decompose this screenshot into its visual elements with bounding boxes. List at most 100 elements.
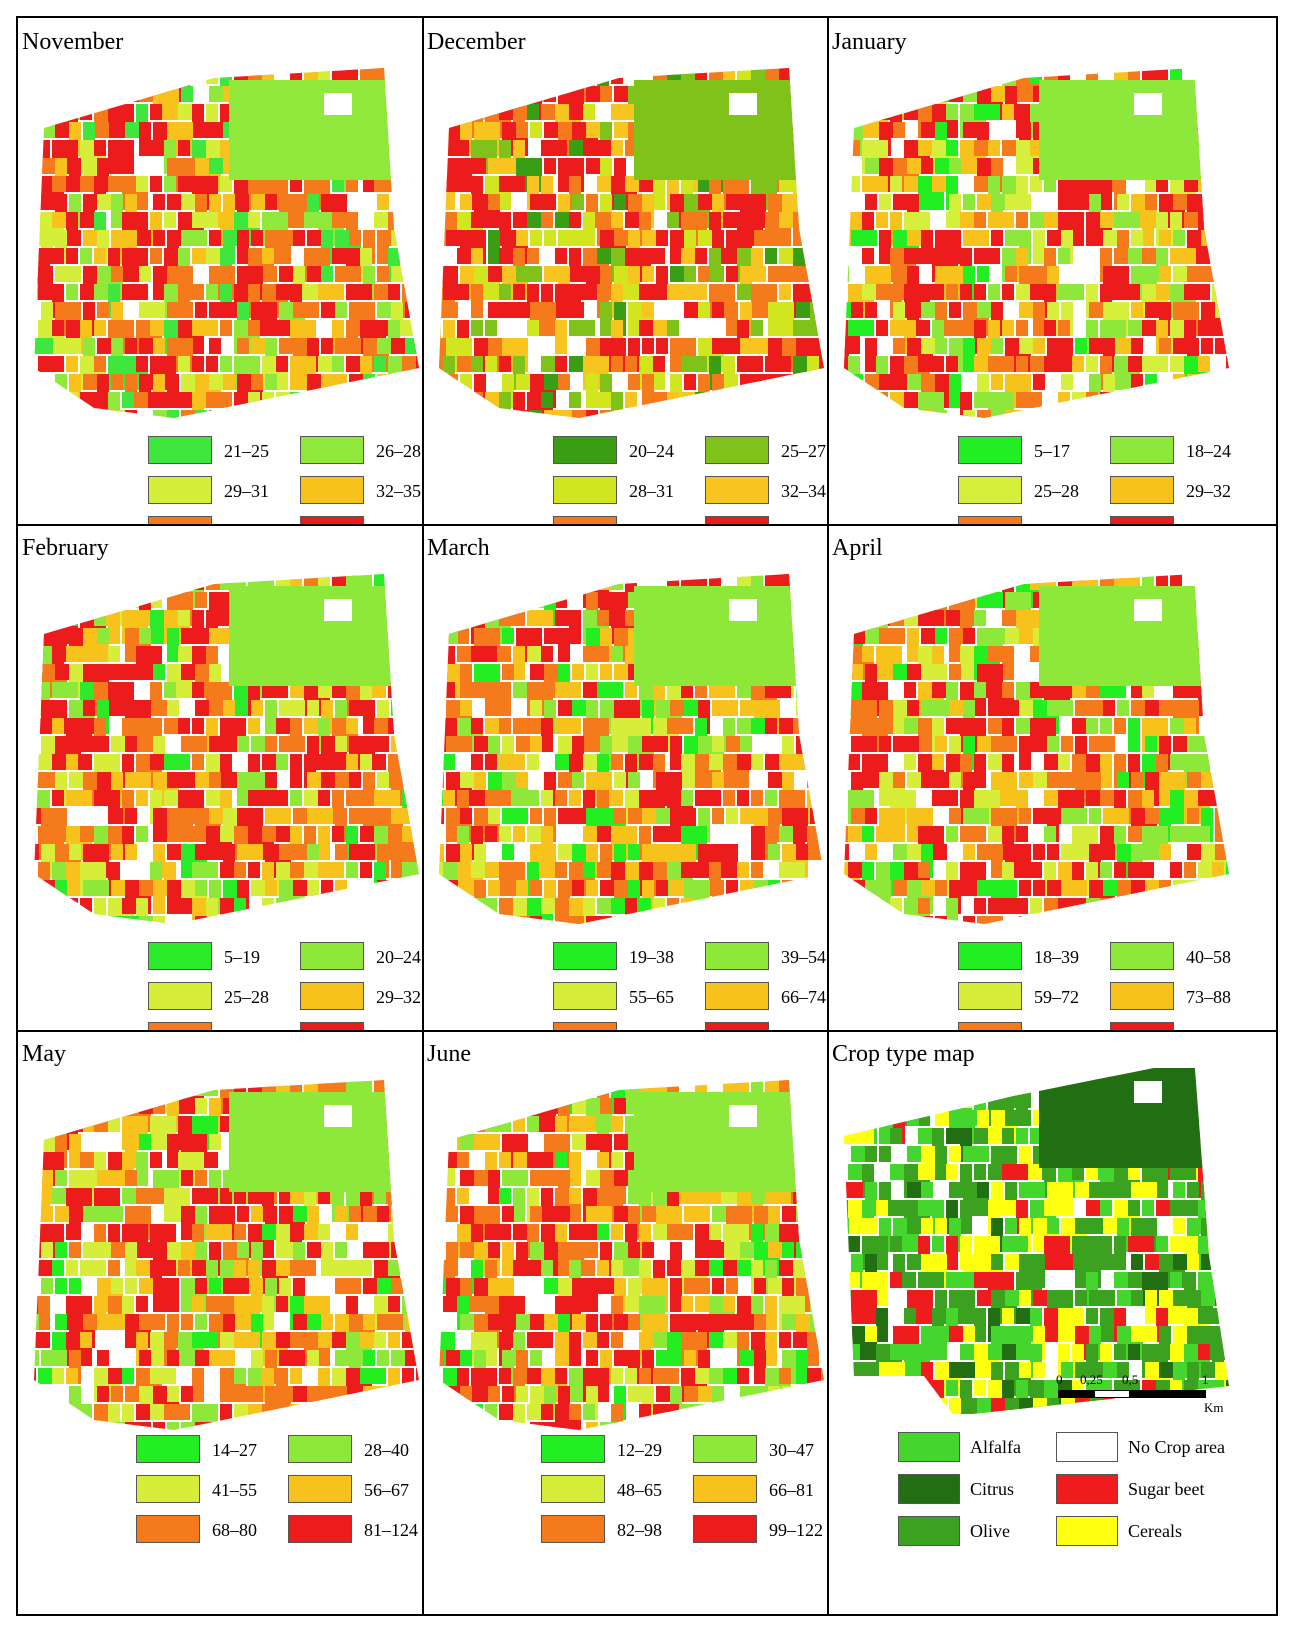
field-patch (1212, 1236, 1224, 1252)
field-patch (796, 1386, 822, 1420)
legend-label: 21–25 (224, 441, 269, 461)
field-patch (192, 1188, 218, 1204)
field-patch (488, 1098, 514, 1114)
field-patch (405, 592, 417, 608)
field-patch (907, 916, 933, 924)
field-patch (83, 592, 109, 608)
field-patch (502, 410, 528, 418)
field-patch (879, 880, 891, 896)
field-patch (848, 1128, 874, 1144)
field-patch (318, 898, 330, 924)
field-patch (237, 410, 263, 418)
field-patch (206, 1152, 218, 1168)
field-patch (807, 826, 824, 860)
legend-swatch (1110, 1022, 1174, 1030)
field-patch (276, 754, 288, 770)
field-patch (206, 1224, 232, 1240)
field-patch (810, 1134, 822, 1150)
field-patch (471, 898, 497, 914)
scale-bar: 0 0,25 0,5 1 Km (1056, 1372, 1256, 1422)
field-patch (921, 1074, 947, 1108)
field-patch (1100, 392, 1112, 408)
field-patch (513, 610, 525, 626)
field-patch (1061, 700, 1073, 716)
field-patch (876, 1056, 902, 1072)
legend-item: 73–88 (1110, 982, 1255, 1012)
field-patch (935, 844, 947, 860)
field-patch (862, 68, 874, 102)
field-patch (108, 646, 120, 662)
field-patch (181, 1098, 193, 1114)
field-patch (586, 1206, 612, 1222)
field-patch (904, 248, 930, 264)
field-patch (349, 772, 361, 788)
legend-item: 25–27 (705, 436, 827, 466)
field-patch (1226, 610, 1229, 644)
field-patch (318, 1224, 330, 1240)
field-patch (402, 754, 419, 770)
field-patch (541, 646, 553, 662)
field-patch (848, 392, 874, 418)
field-patch (1215, 700, 1229, 716)
field-patch (946, 140, 958, 156)
field-patch (405, 664, 419, 698)
field-patch (865, 302, 877, 318)
field-patch (80, 1260, 106, 1276)
field-patch (1215, 230, 1227, 264)
field-patch (1226, 1200, 1229, 1216)
field-patch (391, 1242, 403, 1258)
field-patch (751, 754, 763, 770)
field-patch (918, 1272, 944, 1288)
field-patch (516, 1170, 528, 1186)
field-patch (583, 1404, 595, 1420)
field-patch (1212, 392, 1229, 408)
field-patch (513, 1116, 525, 1132)
field-patch (335, 1278, 361, 1294)
field-patch (153, 1278, 179, 1312)
legend-label: 29–31 (224, 481, 269, 501)
field-patch (363, 1350, 375, 1366)
field-patch (1226, 212, 1229, 228)
field-patch (502, 302, 528, 318)
field-patch (963, 844, 975, 860)
field-patch (474, 1134, 500, 1150)
field-patch (796, 916, 822, 924)
field-patch (318, 790, 330, 806)
field-patch (439, 392, 455, 408)
field-patch (499, 754, 525, 770)
field-patch (388, 1080, 400, 1096)
field-patch (488, 410, 514, 418)
field-patch (66, 284, 78, 300)
field-patch (321, 338, 333, 354)
field-patch (807, 1368, 824, 1402)
field-patch (83, 1098, 95, 1132)
field-patch (558, 628, 570, 662)
crop-legend-label: Cereals (1128, 1521, 1182, 1541)
field-patch (34, 844, 39, 860)
field-patch (597, 356, 609, 372)
field-patch (807, 176, 824, 192)
field-patch (527, 790, 539, 806)
field-patch (388, 574, 414, 590)
field-patch (1226, 1128, 1229, 1144)
legend-item: 20–24 (553, 436, 698, 466)
crop-legend-swatch (898, 1516, 960, 1546)
legend-item: 12–29 (541, 1435, 686, 1465)
legend-swatch (693, 1435, 757, 1463)
field-patch (153, 664, 165, 680)
field-patch (405, 230, 419, 264)
field-patch (1128, 1344, 1140, 1360)
field-patch (921, 410, 933, 418)
legend-swatch (958, 436, 1022, 464)
field-patch (639, 248, 665, 264)
field-patch (41, 410, 67, 418)
field-patch (918, 862, 930, 878)
field-patch (709, 1224, 721, 1240)
legend-item: 104–125 (1110, 1022, 1255, 1030)
field-patch (1229, 338, 1234, 372)
field-patch (443, 574, 455, 608)
field-patch (516, 86, 542, 102)
field-patch (921, 772, 947, 788)
field-patch (1061, 1362, 1073, 1378)
field-patch (69, 916, 81, 924)
